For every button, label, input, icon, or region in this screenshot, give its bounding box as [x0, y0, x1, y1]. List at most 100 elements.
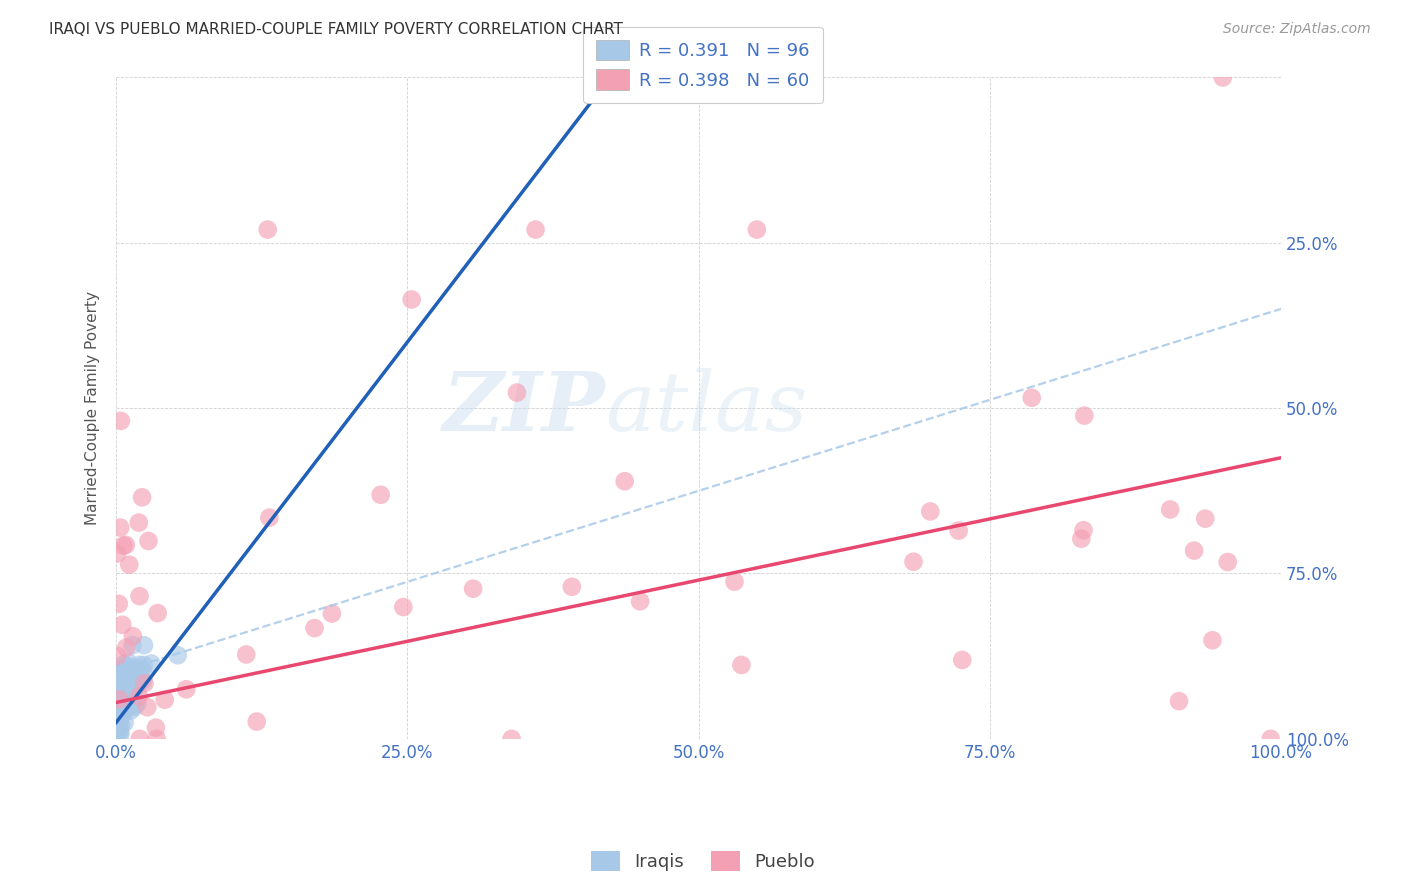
- Point: [1201, 633, 1223, 648]
- Point: [120, 664, 142, 678]
- Point: [108, 714, 131, 728]
- Point: [105, 684, 128, 698]
- Point: [903, 555, 925, 569]
- Point: [112, 687, 135, 701]
- Point: [108, 723, 131, 738]
- Point: [723, 574, 745, 589]
- Point: [1073, 523, 1095, 537]
- Point: [136, 700, 159, 714]
- Point: [128, 657, 150, 672]
- Point: [108, 690, 131, 705]
- Point: [1073, 409, 1095, 423]
- Point: [117, 659, 139, 673]
- Point: [128, 690, 150, 704]
- Point: [128, 731, 150, 746]
- Point: [730, 657, 752, 672]
- Point: [145, 721, 167, 735]
- Point: [105, 676, 128, 690]
- Point: [920, 504, 942, 518]
- Point: [105, 669, 128, 683]
- Text: Source: ZipAtlas.com: Source: ZipAtlas.com: [1223, 22, 1371, 37]
- Point: [1260, 731, 1282, 746]
- Point: [506, 385, 529, 400]
- Point: [108, 688, 131, 702]
- Point: [235, 648, 257, 662]
- Point: [108, 688, 131, 702]
- Point: [107, 690, 129, 704]
- Point: [108, 679, 131, 693]
- Point: [256, 222, 278, 236]
- Point: [111, 670, 134, 684]
- Point: [111, 692, 134, 706]
- Point: [114, 685, 136, 699]
- Point: [174, 682, 197, 697]
- Point: [107, 691, 129, 706]
- Point: [120, 704, 142, 718]
- Point: [121, 638, 143, 652]
- Point: [122, 690, 145, 704]
- Point: [110, 727, 132, 741]
- Point: [745, 222, 768, 236]
- Point: [112, 706, 135, 720]
- Point: [108, 726, 131, 740]
- Point: [114, 678, 136, 692]
- Point: [111, 665, 134, 679]
- Point: [132, 638, 155, 652]
- Point: [121, 687, 143, 701]
- Point: [107, 681, 129, 695]
- Point: [107, 694, 129, 708]
- Point: [110, 718, 132, 732]
- Point: [112, 657, 135, 672]
- Point: [107, 668, 129, 682]
- Point: [115, 675, 138, 690]
- Point: [304, 621, 326, 635]
- Point: [117, 674, 139, 689]
- Point: [105, 547, 128, 561]
- Point: [105, 663, 128, 677]
- Point: [110, 691, 132, 706]
- Point: [108, 662, 131, 676]
- Point: [108, 520, 131, 534]
- Point: [118, 690, 141, 704]
- Y-axis label: Married-Couple Family Poverty: Married-Couple Family Poverty: [86, 291, 100, 525]
- Point: [108, 680, 131, 694]
- Point: [561, 580, 583, 594]
- Point: [108, 675, 131, 690]
- Point: [246, 714, 269, 729]
- Point: [105, 701, 128, 715]
- Point: [118, 687, 141, 701]
- Point: [948, 524, 970, 538]
- Point: [321, 607, 343, 621]
- Point: [112, 539, 135, 553]
- Point: [112, 704, 135, 718]
- Point: [111, 692, 134, 706]
- Point: [121, 698, 143, 712]
- Point: [107, 689, 129, 703]
- Point: [105, 706, 128, 721]
- Point: [105, 724, 128, 739]
- Point: [628, 594, 651, 608]
- Point: [127, 661, 149, 675]
- Legend: Iraqis, Pueblo: Iraqis, Pueblo: [583, 844, 823, 879]
- Point: [108, 709, 131, 723]
- Point: [1182, 543, 1205, 558]
- Point: [117, 689, 139, 703]
- Point: [124, 700, 146, 714]
- Point: [105, 709, 128, 723]
- Point: [112, 698, 135, 713]
- Point: [146, 606, 169, 620]
- Point: [501, 731, 523, 746]
- Point: [141, 657, 163, 671]
- Point: [1194, 511, 1216, 525]
- Point: [138, 534, 160, 549]
- Point: [128, 667, 150, 681]
- Point: [105, 722, 128, 736]
- Point: [131, 491, 153, 505]
- Point: [110, 686, 132, 700]
- Point: [1168, 694, 1191, 708]
- Point: [111, 706, 134, 720]
- Point: [105, 648, 128, 663]
- Point: [115, 640, 138, 655]
- Point: [110, 683, 132, 698]
- Point: [950, 653, 973, 667]
